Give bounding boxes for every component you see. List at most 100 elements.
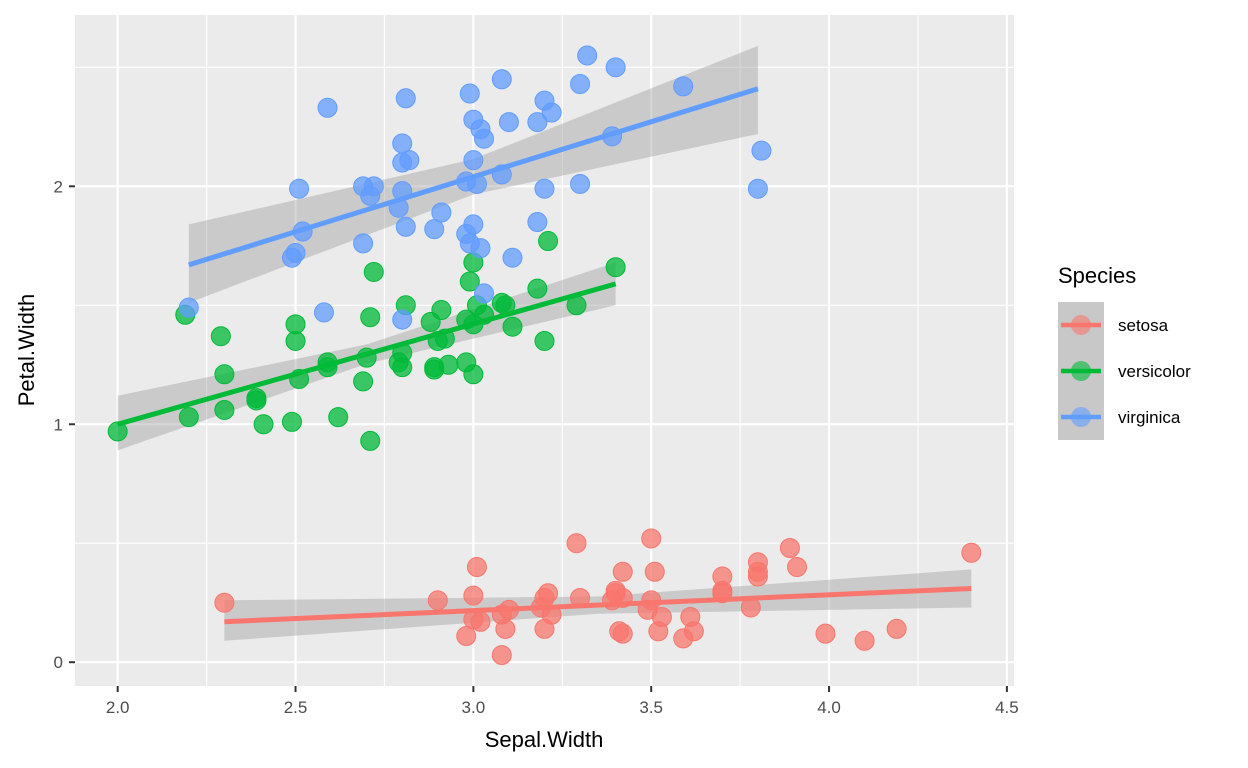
data-point-virginica xyxy=(673,76,694,97)
y-axis: 0 1 2 xyxy=(54,177,75,672)
data-point-virginica xyxy=(498,112,519,133)
x-axis: 2.0 2.5 3.0 3.5 4.0 4.5 xyxy=(106,686,1019,717)
data-point-setosa xyxy=(427,590,448,611)
data-point-setosa xyxy=(886,618,907,639)
data-point-virginica xyxy=(605,57,626,78)
data-point-virginica xyxy=(747,178,768,199)
data-point-setosa xyxy=(747,561,768,582)
data-point-virginica xyxy=(463,150,484,171)
data-point-versicolor xyxy=(363,261,384,282)
data-point-versicolor xyxy=(214,399,235,420)
data-point-virginica xyxy=(570,173,591,194)
data-point-setosa xyxy=(644,561,665,582)
y-tick-label: 2 xyxy=(54,177,63,196)
data-point-setosa xyxy=(491,645,512,666)
data-point-versicolor xyxy=(605,257,626,278)
data-point-virginica xyxy=(395,88,416,109)
data-point-virginica xyxy=(285,242,306,263)
data-point-versicolor xyxy=(353,371,374,392)
data-point-virginica xyxy=(313,302,334,323)
x-tick-label: 3.5 xyxy=(639,698,663,717)
data-point-virginica xyxy=(363,176,384,197)
data-point-virginica xyxy=(502,247,523,268)
data-point-virginica xyxy=(474,128,495,149)
legend-label-versicolor: versicolor xyxy=(1118,362,1191,381)
data-point-virginica xyxy=(534,178,555,199)
data-point-virginica xyxy=(577,45,598,66)
data-point-setosa xyxy=(470,611,491,632)
data-point-versicolor xyxy=(285,330,306,351)
data-point-virginica xyxy=(178,297,199,318)
x-tick-label: 2.0 xyxy=(106,698,130,717)
data-point-virginica xyxy=(424,219,445,240)
y-axis-title: Petal.Width xyxy=(14,294,39,407)
regression-lines xyxy=(117,86,972,625)
legend-label-virginica: virginica xyxy=(1118,408,1181,427)
x-tick-label: 3.0 xyxy=(462,698,486,717)
data-point-virginica xyxy=(353,233,374,254)
y-tick-label: 0 xyxy=(54,653,63,672)
data-point-setosa xyxy=(641,528,662,549)
data-point-versicolor xyxy=(328,407,349,428)
regression-line-virginica xyxy=(188,86,759,268)
data-point-virginica xyxy=(399,150,420,171)
data-point-versicolor xyxy=(534,330,555,351)
data-point-setosa xyxy=(463,585,484,606)
y-tick-label: 1 xyxy=(54,415,63,434)
legend: Species setosa versicolor virginica xyxy=(1058,263,1191,440)
data-point-virginica xyxy=(392,133,413,154)
data-point-setosa xyxy=(787,557,808,578)
data-point-versicolor xyxy=(459,271,480,292)
data-point-setosa xyxy=(612,623,633,644)
data-point-virginica xyxy=(392,309,413,330)
regression-line-setosa xyxy=(224,585,972,625)
legend-title: Species xyxy=(1058,263,1136,288)
data-point-versicolor xyxy=(360,307,381,328)
data-point-versicolor xyxy=(253,414,274,435)
data-point-versicolor xyxy=(281,411,302,432)
data-point-setosa xyxy=(214,592,235,613)
data-point-versicolor xyxy=(438,354,459,375)
data-point-virginica xyxy=(474,283,495,304)
data-point-setosa xyxy=(683,621,704,642)
x-axis-title: Sepal.Width xyxy=(485,727,604,752)
x-tick-label: 4.0 xyxy=(817,698,841,717)
data-point-virginica xyxy=(395,216,416,237)
data-point-virginica xyxy=(431,202,452,223)
data-point-versicolor xyxy=(214,364,235,385)
data-point-versicolor xyxy=(210,326,231,347)
data-point-virginica xyxy=(491,69,512,90)
data-point-virginica xyxy=(541,102,562,123)
data-point-versicolor xyxy=(246,390,267,411)
data-point-virginica xyxy=(751,140,772,161)
data-point-versicolor xyxy=(527,278,548,299)
data-point-versicolor xyxy=(502,316,523,337)
data-point-versicolor xyxy=(463,364,484,385)
regression-line-versicolor xyxy=(117,281,617,427)
data-point-virginica xyxy=(463,214,484,235)
data-point-virginica xyxy=(527,212,548,233)
x-tick-label: 4.5 xyxy=(995,698,1019,717)
data-points xyxy=(107,45,982,666)
data-point-setosa xyxy=(961,542,982,563)
data-point-versicolor xyxy=(431,300,452,321)
data-point-setosa xyxy=(815,623,836,644)
data-point-setosa xyxy=(651,606,672,627)
data-point-virginica xyxy=(459,83,480,104)
data-point-setosa xyxy=(538,583,559,604)
data-point-versicolor xyxy=(360,430,381,451)
data-point-versicolor xyxy=(538,231,559,252)
data-point-virginica xyxy=(289,178,310,199)
data-point-setosa xyxy=(456,626,477,647)
data-point-setosa xyxy=(495,618,516,639)
data-point-versicolor xyxy=(285,314,306,335)
data-point-virginica xyxy=(527,112,548,133)
data-point-setosa xyxy=(612,561,633,582)
x-tick-label: 2.5 xyxy=(284,698,308,717)
data-point-virginica xyxy=(570,74,591,95)
data-point-setosa xyxy=(566,533,587,554)
data-point-versicolor xyxy=(178,407,199,428)
legend-keys: setosa versicolor virginica xyxy=(1058,302,1191,440)
data-point-setosa xyxy=(779,537,800,558)
